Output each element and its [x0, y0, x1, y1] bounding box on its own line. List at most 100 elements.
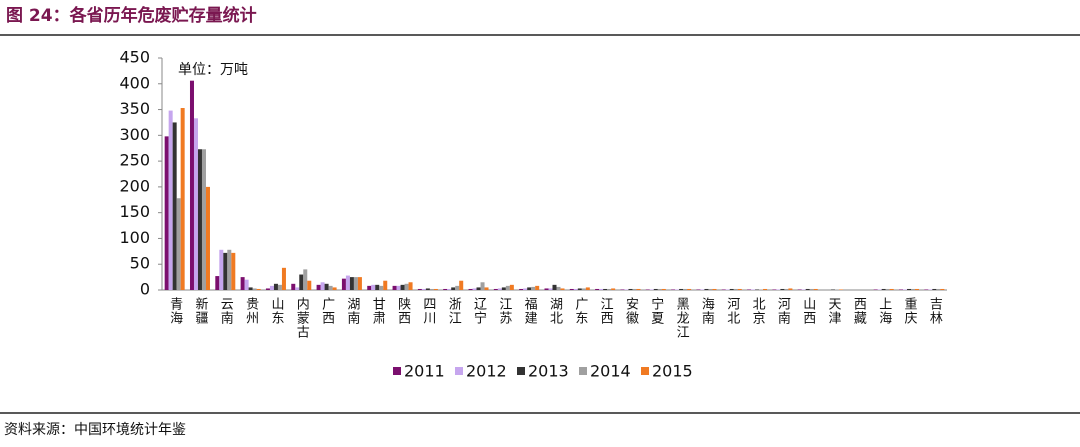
legend-label: 2015: [652, 362, 693, 381]
bar: [801, 289, 806, 290]
title: 图 24：各省历年危废贮存量统计: [6, 5, 257, 26]
bar: [252, 288, 257, 290]
bar: [443, 288, 448, 290]
y-tick-label: 200: [119, 176, 150, 195]
x-tick-label: 广东: [572, 297, 588, 325]
y-tick-label: 400: [119, 73, 150, 92]
bar: [556, 286, 561, 290]
legend-label: 2011: [404, 362, 445, 381]
bar: [671, 289, 676, 290]
bar: [755, 289, 760, 290]
bar: [548, 288, 553, 290]
bar: [281, 267, 286, 290]
bar: [928, 289, 933, 290]
legend-swatch: [517, 367, 525, 375]
bar: [831, 289, 836, 290]
bar: [269, 285, 274, 290]
bar: [404, 283, 409, 290]
bar: [620, 289, 625, 290]
bar: [636, 288, 641, 290]
y-tick-label: 250: [119, 151, 150, 170]
x-tick-label: 浙江: [446, 297, 462, 325]
x-tick-label: 河北: [724, 297, 740, 325]
bar: [307, 280, 312, 290]
y-tick-label: 350: [119, 99, 150, 118]
bar: [497, 288, 502, 290]
bar: [523, 288, 528, 290]
bar: [219, 249, 224, 290]
bar: [320, 282, 325, 290]
bar: [751, 289, 756, 290]
bar: [940, 288, 945, 290]
x-tick-label: 云南: [218, 297, 234, 325]
bar: [396, 285, 401, 290]
bar: [603, 288, 608, 290]
bar: [223, 252, 228, 290]
bar: [328, 285, 333, 290]
legend-swatch: [455, 367, 463, 375]
legend-swatch: [393, 367, 401, 375]
bar: [341, 278, 346, 290]
x-tick-label: 西藏: [851, 297, 867, 325]
x-tick-label: 辽宁: [471, 297, 487, 325]
bar: [560, 288, 565, 290]
bar: [227, 249, 232, 290]
bar: [813, 288, 818, 290]
bar: [611, 288, 616, 290]
x-tick-label: 江西: [598, 297, 614, 325]
bar: [535, 285, 540, 290]
x-tick-label: 安徽: [623, 297, 639, 325]
bar: [679, 288, 684, 290]
bar: [809, 288, 814, 290]
bar: [924, 289, 929, 290]
x-tick-label: 北京: [750, 297, 766, 325]
bar: [657, 288, 662, 290]
bar: [379, 285, 384, 290]
bar: [501, 287, 506, 290]
legend-swatch: [579, 367, 587, 375]
bar: [400, 284, 405, 290]
bar: [324, 283, 329, 290]
bar: [176, 198, 181, 290]
bar: [476, 287, 481, 290]
bar: [345, 275, 350, 290]
bar: [805, 288, 810, 290]
bar: [573, 288, 578, 290]
bar: [349, 277, 354, 290]
bar: [180, 108, 185, 291]
legend-label: 2014: [590, 362, 631, 381]
bar: [353, 277, 358, 290]
x-tick-label: 甘肃: [370, 297, 386, 325]
bar: [653, 288, 658, 290]
x-tick-label: 吉林: [927, 297, 943, 325]
bar: [459, 280, 464, 290]
bar: [189, 80, 194, 290]
y-tick-label: 450: [119, 48, 150, 67]
bar: [873, 289, 878, 290]
bar: [244, 279, 249, 290]
bar: [197, 149, 202, 290]
x-tick-label: 江苏: [496, 297, 512, 325]
bar: [429, 288, 434, 290]
bar: [585, 287, 590, 290]
x-tick-label: 重庆: [902, 296, 918, 325]
x-tick-label: 上海: [876, 297, 892, 325]
y-tick-label: 50: [130, 254, 150, 273]
bar: [480, 282, 485, 290]
bar: [164, 136, 169, 290]
bar: [231, 252, 236, 290]
bar: [599, 288, 604, 290]
x-tick-label: 内蒙古: [294, 296, 310, 339]
bar: [256, 288, 261, 290]
x-tick-label: 青海: [167, 297, 183, 325]
bar: [776, 289, 781, 290]
bar: [332, 287, 337, 290]
bar: [172, 122, 177, 290]
bar: [531, 286, 536, 290]
bar: [552, 284, 557, 290]
x-tick-label: 天津: [826, 297, 842, 325]
bar: [433, 288, 438, 290]
bar: [628, 288, 633, 290]
bar: [509, 284, 514, 290]
